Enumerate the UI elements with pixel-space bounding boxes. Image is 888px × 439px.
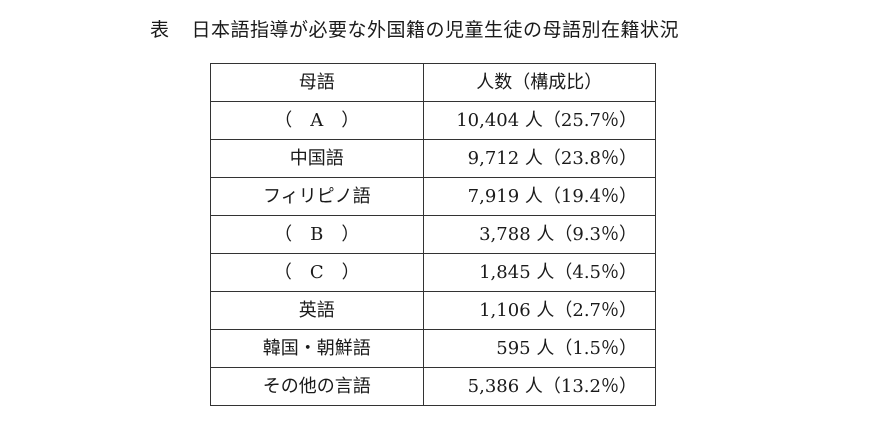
count-cell: 9,712 人（23.8％） (422, 139, 657, 178)
count-cell: 7,919 人（19.4％） (422, 177, 657, 216)
language-table: 母語 人数（構成比） （ A ） 10,404 人（25.7％） 中国語 9,7… (210, 63, 657, 406)
table-row: （ A ） 10,404 人（25.7％） (210, 101, 657, 140)
count-cell: 10,404 人（25.7％） (422, 101, 657, 140)
table-row: （ B ） 3,788 人（9.3％） (210, 215, 657, 254)
caption-title: 日本語指導が必要な外国籍の児童生徒の母語別在籍状況 (191, 19, 680, 41)
language-cell: フィリピノ語 (210, 177, 424, 216)
language-cell: （ C ） (210, 253, 424, 292)
count-cell: 1,106 人（2.7％） (422, 291, 657, 330)
header-count: 人数（構成比） (422, 63, 657, 102)
table-caption: 表日本語指導が必要な外国籍の児童生徒の母語別在籍状況 (150, 17, 679, 43)
table-row: 中国語 9,712 人（23.8％） (210, 139, 657, 178)
language-cell: 英語 (210, 291, 424, 330)
count-cell: 5,386 人（13.2％） (422, 367, 657, 406)
count-cell: 595 人（1.5％） (422, 329, 657, 368)
caption-label: 表 (150, 19, 170, 41)
count-cell: 1,845 人（4.5％） (422, 253, 657, 292)
language-cell: （ A ） (210, 101, 424, 140)
language-cell: （ B ） (210, 215, 424, 254)
language-cell: 韓国・朝鮮語 (210, 329, 424, 368)
table-row: フィリピノ語 7,919 人（19.4％） (210, 177, 657, 216)
count-cell: 3,788 人（9.3％） (422, 215, 657, 254)
table-row: 韓国・朝鮮語 595 人（1.5％） (210, 329, 657, 368)
table-row: （ C ） 1,845 人（4.5％） (210, 253, 657, 292)
language-cell: 中国語 (210, 139, 424, 178)
header-row: 母語 人数（構成比） (210, 63, 657, 102)
table-row: 英語 1,106 人（2.7％） (210, 291, 657, 330)
table-row: その他の言語 5,386 人（13.2％） (210, 367, 657, 406)
language-cell: その他の言語 (210, 367, 424, 406)
header-language: 母語 (210, 63, 424, 102)
